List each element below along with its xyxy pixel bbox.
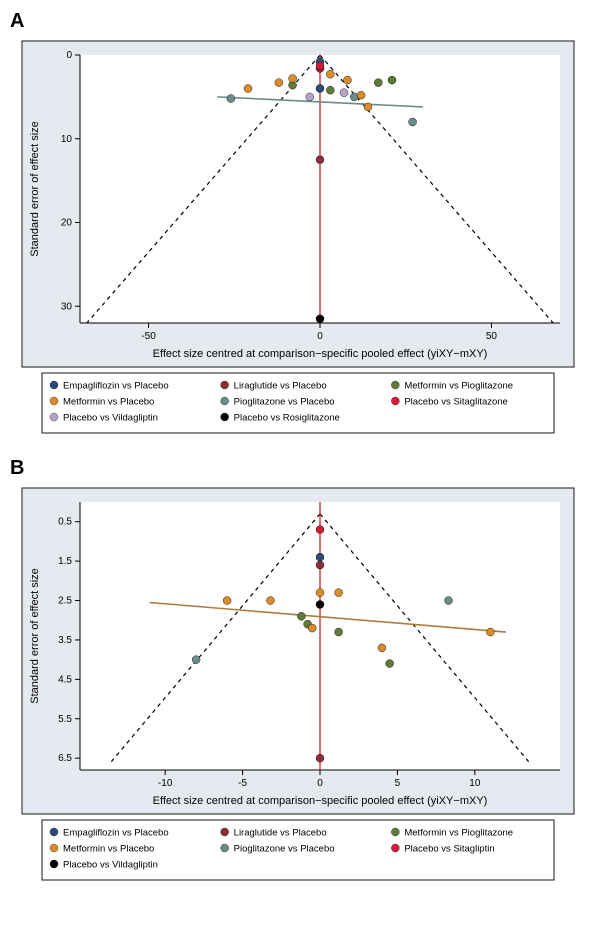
- data-point: [227, 95, 235, 103]
- data-point: [192, 656, 200, 664]
- svg-text:10: 10: [61, 134, 73, 145]
- legend-label: Metformin vs Placebo: [63, 844, 154, 855]
- svg-text:-5: -5: [238, 778, 247, 789]
- data-point: [297, 612, 305, 620]
- svg-text:3.5: 3.5: [58, 635, 72, 646]
- svg-text:Effect size centred at compari: Effect size centred at comparison−specif…: [153, 795, 488, 807]
- svg-text:0.5: 0.5: [58, 517, 72, 528]
- legend-label: Pioglitazone vs Placebo: [234, 844, 335, 855]
- legend-marker: [50, 860, 58, 868]
- legend-marker: [50, 413, 58, 421]
- svg-text:50: 50: [486, 331, 498, 342]
- data-point: [316, 526, 324, 534]
- data-point: [386, 660, 394, 668]
- legend-label: Placebo vs Vildagliptin: [63, 860, 158, 871]
- data-point: [316, 156, 324, 164]
- data-point: [326, 70, 334, 78]
- legend-marker: [50, 844, 58, 852]
- legend-marker: [50, 397, 58, 405]
- legend-label: Empagliflozin vs Placebo: [63, 828, 169, 839]
- data-point: [326, 86, 334, 94]
- svg-text:20: 20: [61, 218, 73, 229]
- panel-a-chart: -50 0 50 0 10 20 30 Effect size centred at comp…: [18, 37, 578, 437]
- data-point: [388, 76, 396, 84]
- data-point: [316, 62, 324, 70]
- legend-label: Pioglitazone vs Placebo: [234, 397, 335, 408]
- data-point: [316, 561, 324, 569]
- panel-b: B -10 -5 0 5 10 0.5 1.5 2.5 3.5 4.5 5.5 6.5 Effect s…: [10, 457, 586, 884]
- funnel-plot-b: -10 -5 0 5 10 0.5 1.5 2.5 3.5 4.5 5.5 6.5 Effect siz…: [18, 484, 578, 884]
- data-point: [275, 79, 283, 87]
- data-point: [357, 91, 365, 99]
- data-point: [223, 597, 231, 605]
- legend-label: Placebo vs Rosiglitazone: [234, 413, 340, 424]
- legend-label: Metformin vs Placebo: [63, 397, 154, 408]
- svg-text:0: 0: [317, 331, 323, 342]
- legend-marker: [391, 844, 399, 852]
- data-point: [289, 74, 297, 82]
- svg-text:4.5: 4.5: [58, 674, 72, 685]
- legend-marker: [391, 397, 399, 405]
- legend-label: Placebo vs Sitagliptin: [404, 844, 494, 855]
- panel-b-label: B: [10, 457, 586, 480]
- data-point: [335, 628, 343, 636]
- data-point: [306, 93, 314, 101]
- panel-a-label: A: [10, 10, 586, 33]
- data-point: [374, 79, 382, 87]
- svg-text:1.5: 1.5: [58, 556, 72, 567]
- svg-text:-10: -10: [158, 778, 173, 789]
- svg-text:-50: -50: [141, 331, 156, 342]
- legend-marker: [221, 828, 229, 836]
- svg-text:30: 30: [61, 301, 73, 312]
- data-point: [378, 644, 386, 652]
- panel-b-chart: -10 -5 0 5 10 0.5 1.5 2.5 3.5 4.5 5.5 6.5 Effect siz…: [18, 484, 578, 884]
- data-point: [316, 754, 324, 762]
- data-point: [316, 589, 324, 597]
- legend-label: Metformin vs Pioglitazone: [404, 381, 513, 392]
- data-point: [316, 85, 324, 93]
- legend-label: Metformin vs Pioglitazone: [404, 828, 513, 839]
- data-point: [335, 589, 343, 597]
- legend-marker: [391, 828, 399, 836]
- svg-text:6.5: 6.5: [58, 753, 72, 764]
- funnel-plot-a: -50 0 50 0 10 20 30 Effect size centred at comp…: [18, 37, 578, 437]
- data-point: [316, 600, 324, 608]
- data-point: [364, 103, 372, 111]
- legend-label: Placebo vs Sitaglitazone: [404, 397, 508, 408]
- data-point: [409, 118, 417, 126]
- data-point: [316, 553, 324, 561]
- legend-marker: [50, 828, 58, 836]
- legend-marker: [50, 381, 58, 389]
- panel-a: A -50 0 50 0 10 20 30 Effect size centred at co…: [10, 10, 586, 437]
- svg-text:2.5: 2.5: [58, 596, 72, 607]
- svg-text:10: 10: [469, 778, 481, 789]
- legend-label: Empagliflozin vs Placebo: [63, 381, 169, 392]
- svg-text:5: 5: [395, 778, 401, 789]
- legend-marker: [221, 844, 229, 852]
- legend-marker: [391, 381, 399, 389]
- svg-text:Standard error of effect size: Standard error of effect size: [29, 568, 41, 704]
- data-point: [266, 597, 274, 605]
- data-point: [244, 85, 252, 93]
- data-point: [340, 89, 348, 97]
- legend-marker: [221, 381, 229, 389]
- svg-text:Standard error of effect size: Standard error of effect size: [29, 121, 41, 257]
- legend-label: Liraglutide vs Placebo: [234, 828, 327, 839]
- svg-text:0: 0: [66, 50, 72, 61]
- legend-marker: [221, 413, 229, 421]
- legend-label: Placebo vs Vildagliptin: [63, 413, 158, 424]
- data-point: [445, 597, 453, 605]
- data-point: [350, 93, 358, 101]
- legend-marker: [221, 397, 229, 405]
- data-point: [343, 76, 351, 84]
- data-point: [486, 628, 494, 636]
- svg-text:0: 0: [317, 778, 323, 789]
- legend-label: Liraglutide vs Placebo: [234, 381, 327, 392]
- svg-text:5.5: 5.5: [58, 714, 72, 725]
- data-point: [308, 624, 316, 632]
- svg-text:Effect size centred at compari: Effect size centred at comparison−specif…: [153, 348, 488, 360]
- data-point: [316, 315, 324, 323]
